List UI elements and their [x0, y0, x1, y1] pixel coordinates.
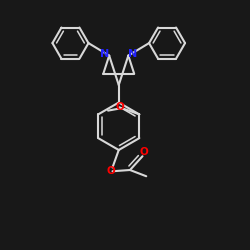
- Text: O: O: [116, 102, 124, 112]
- Text: N: N: [100, 49, 109, 59]
- Text: O: O: [107, 166, 116, 176]
- Text: O: O: [140, 147, 148, 157]
- Text: N: N: [128, 49, 138, 59]
